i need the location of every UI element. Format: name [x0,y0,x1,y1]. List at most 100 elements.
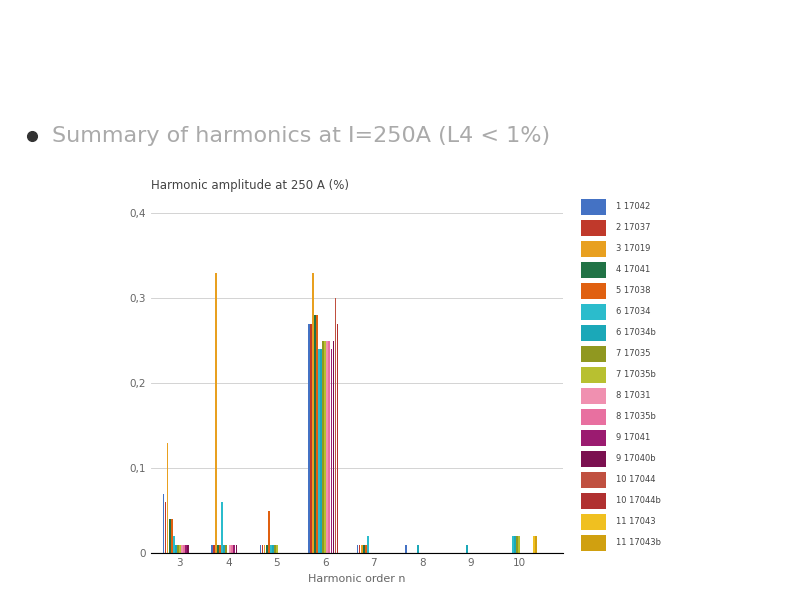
Bar [365,545,366,553]
FancyBboxPatch shape [581,493,606,509]
Bar [331,349,332,553]
FancyBboxPatch shape [581,430,606,446]
FancyBboxPatch shape [581,220,606,236]
Bar [357,545,358,553]
Bar [405,545,407,553]
Bar [276,545,278,553]
Bar [165,502,167,553]
Bar [512,536,514,553]
Text: 11 17043: 11 17043 [616,517,656,527]
Text: 9 17040b: 9 17040b [616,455,656,464]
Bar [236,545,237,553]
Bar [219,545,221,553]
Bar [177,545,178,553]
Bar [213,545,215,553]
Bar [515,536,516,553]
FancyBboxPatch shape [581,241,606,256]
Bar [185,545,187,553]
Bar [336,324,339,553]
Bar [183,545,185,553]
FancyBboxPatch shape [581,535,606,551]
Bar [318,349,320,553]
Bar [173,536,174,553]
Bar [224,545,225,553]
Bar [174,545,177,553]
FancyBboxPatch shape [581,388,606,403]
Bar [233,545,236,553]
Bar [225,545,227,553]
Text: 10 17044b: 10 17044b [616,496,661,505]
FancyBboxPatch shape [581,199,606,215]
Bar [270,545,272,553]
Bar [314,315,316,553]
Text: 2 17037: 2 17037 [616,223,650,233]
FancyBboxPatch shape [581,472,606,488]
Text: 8 17031: 8 17031 [616,392,650,400]
Bar [519,536,520,553]
Bar [310,324,312,553]
Bar [465,545,468,553]
Text: 6 17034b: 6 17034b [616,328,656,337]
Text: Magnetic measurements: Magnetic measurements [170,33,623,68]
FancyBboxPatch shape [581,262,606,278]
Bar [263,545,266,553]
Bar [516,536,519,553]
Text: 5 17038: 5 17038 [616,286,650,295]
FancyBboxPatch shape [581,514,606,530]
Bar [274,545,276,553]
Bar [232,545,233,553]
Bar [163,494,164,553]
Bar [262,545,263,553]
Text: 8 17035b: 8 17035b [616,412,656,421]
Bar [179,545,181,553]
Text: 7 17035: 7 17035 [616,349,650,358]
X-axis label: Harmonic order n: Harmonic order n [308,574,405,584]
FancyBboxPatch shape [581,283,606,299]
Bar [328,341,331,553]
Bar [362,545,365,553]
Bar [268,511,270,553]
Bar [221,502,223,553]
Bar [229,545,232,553]
Bar [181,545,182,553]
Bar [169,519,170,553]
Bar [361,545,362,553]
FancyBboxPatch shape [581,409,606,425]
FancyBboxPatch shape [581,451,606,466]
Bar [308,324,310,553]
Text: 11 17043b: 11 17043b [616,538,661,547]
FancyBboxPatch shape [581,304,606,320]
Bar [332,341,335,553]
Text: 10 17044: 10 17044 [616,475,656,484]
Bar [167,443,168,553]
Bar [324,341,326,553]
Text: 4 17041: 4 17041 [616,265,650,274]
Bar [316,315,318,553]
Bar [215,273,217,553]
Bar [217,545,219,553]
FancyBboxPatch shape [581,367,606,383]
Bar [327,341,328,553]
Text: 1 17042: 1 17042 [616,202,650,211]
Bar [259,545,262,553]
Bar [533,536,534,553]
Text: 9 17041: 9 17041 [616,433,650,442]
FancyBboxPatch shape [581,325,606,341]
Bar [358,545,361,553]
Text: Harmonic amplitude at 250 A (%): Harmonic amplitude at 250 A (%) [151,180,349,192]
Bar [312,273,314,553]
Bar [335,298,336,553]
Bar [417,545,419,553]
Text: 6 17034: 6 17034 [616,308,650,317]
Bar [534,536,537,553]
Bar [323,341,324,553]
FancyBboxPatch shape [581,346,606,362]
Text: 7 17035b: 7 17035b [616,370,656,380]
Bar [272,545,274,553]
Text: Summary of harmonics at I=250A (L4 < 1%): Summary of harmonics at I=250A (L4 < 1%) [52,126,550,146]
Bar [170,519,173,553]
Text: 3 17019: 3 17019 [616,245,650,253]
Bar [187,545,189,553]
Bar [367,536,369,553]
Bar [211,545,213,553]
